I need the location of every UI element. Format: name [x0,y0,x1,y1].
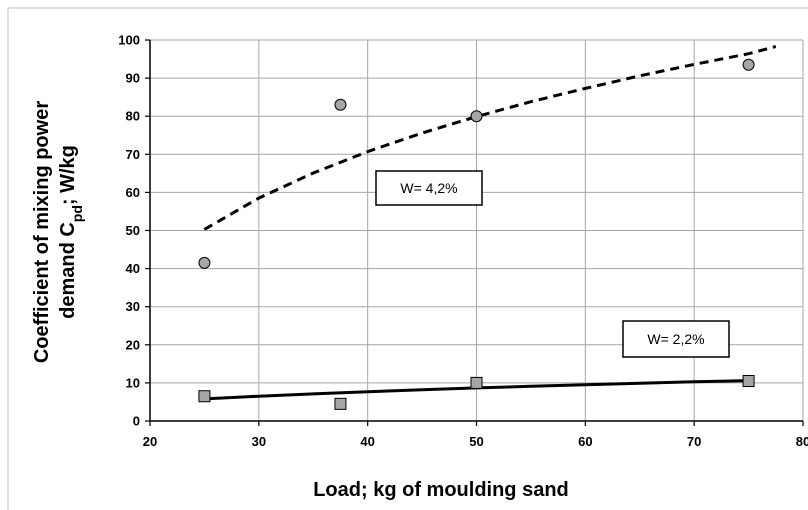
series-label-w22-box [622,320,730,358]
y-tick-label-10: 10 [126,375,140,390]
y-axis-title-line2-sub: pd [69,205,85,222]
x-tick-label-40: 40 [360,434,374,449]
series-0-trendline [203,45,777,231]
x-tick-label-60: 60 [578,434,592,449]
series-label-w22-text: W= 2,2% [647,331,704,347]
series-labels: W= 4,2% W= 2,2% [375,170,730,358]
series-1-point-1 [334,397,347,410]
series-1-point-2 [470,376,483,389]
y-tick-label-60: 60 [126,185,140,200]
x-tick-label-20: 20 [143,434,157,449]
y-tick-label-20: 20 [126,337,140,352]
y-axis-title-line2-suffix: ; W/kg [57,145,79,205]
y-axis-title-line2-prefix: demand C [57,222,79,319]
y-tick-label-30: 30 [126,299,140,314]
x-tick-label-80: 80 [796,434,808,449]
data-points [198,58,755,410]
tick-labels: 0 10 20 30 40 50 60 70 80 90 100 20 30 40 50 60 70 80 [118,33,808,450]
series-label-w22: W= 2,2% [622,320,730,358]
series-0-point-0 [198,256,211,269]
y-tick-label-0: 0 [133,414,140,429]
series-0-point-1 [334,98,347,111]
y-tick-label-50: 50 [126,223,140,238]
x-tick-label-30: 30 [252,434,266,449]
x-tick-label-50: 50 [469,434,483,449]
y-tick-label-40: 40 [126,261,140,276]
y-axis-title-line2: demand Cpd; W/kg [57,145,85,319]
x-tick-label-70: 70 [687,434,701,449]
y-tick-label-90: 90 [126,71,140,86]
series-label-w42-box [375,170,483,206]
x-axis-title: Load; kg of moulding sand [313,479,569,501]
series-label-w42: W= 4,2% [375,170,483,206]
series-1-point-3 [742,374,755,387]
series-label-w42-text: W= 4,2% [400,180,457,196]
y-axis-title-line1: Coefficient of mixing power [31,101,53,363]
y-tick-label-100: 100 [118,33,140,48]
axes [145,39,804,426]
series-1-point-0 [198,390,211,403]
y-axis-title: Coefficient of mixing power demand Cpd; … [31,101,85,363]
y-tick-label-80: 80 [126,109,140,124]
series-0-point-3 [742,58,755,71]
series-0-point-2 [470,110,483,123]
y-tick-label-70: 70 [126,147,140,162]
